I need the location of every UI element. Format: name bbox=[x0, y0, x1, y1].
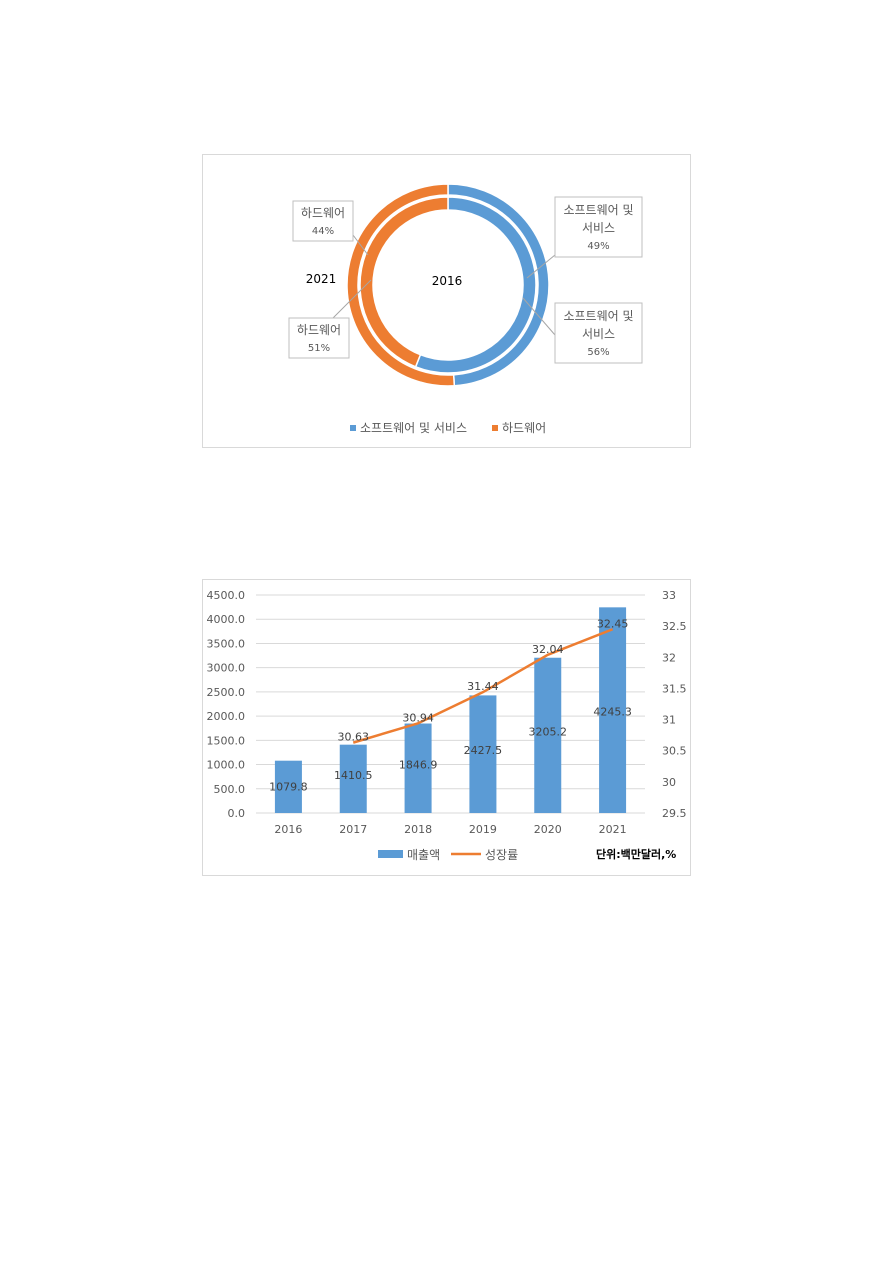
y-right-tick-2: 30.5 bbox=[662, 745, 687, 758]
y-right-tick-1: 30 bbox=[662, 776, 676, 789]
bar-3 bbox=[469, 695, 497, 813]
ring-2016-slice-1 bbox=[359, 196, 449, 368]
callout-0-box bbox=[554, 196, 643, 258]
bar-0 bbox=[274, 760, 302, 813]
callout-0-pct: 49% bbox=[587, 241, 609, 252]
callout-1-line2: 서비스 bbox=[582, 327, 615, 341]
callout-3-pct: 51% bbox=[308, 343, 330, 354]
y-left-tick-7: 3500.0 bbox=[207, 637, 246, 650]
callout-3-leader bbox=[332, 279, 372, 319]
sales-growth-chart-panel: 0.0 500.0 1000.0 1500.0 2000.0 2500.0 3000.0 35… bbox=[202, 579, 691, 876]
y-left-tick-6: 3000.0 bbox=[207, 662, 246, 675]
callout-0-leader bbox=[526, 254, 556, 279]
x-tick-4: 2020 bbox=[534, 823, 562, 836]
bar-4 bbox=[534, 657, 562, 813]
y-right-tick-7: 33 bbox=[662, 589, 676, 602]
callout-0-line2: 서비스 bbox=[582, 221, 615, 235]
legend-line-label: 성장률 bbox=[485, 848, 518, 862]
callout-1-line1: 소프트웨어 및 bbox=[563, 309, 633, 323]
line-label-2: 30.94 bbox=[402, 711, 434, 724]
y-right-tick-4: 31.5 bbox=[662, 682, 687, 695]
outer-ring-label: 2021 bbox=[306, 272, 337, 286]
growth-line bbox=[352, 628, 614, 744]
donut-legend-swatch-0 bbox=[350, 425, 356, 431]
donut-legend: 소프트웨어 및 서비스 하드웨어 bbox=[350, 421, 546, 435]
y-left-tick-5: 2500.0 bbox=[207, 686, 246, 699]
bar-label-3: 2427.5 bbox=[464, 744, 503, 757]
y-left-tick-4: 2000.0 bbox=[207, 710, 246, 723]
bar-2 bbox=[404, 723, 432, 813]
y-right-tick-6: 32.5 bbox=[662, 620, 687, 633]
combo-legend: 매출액 성장률 bbox=[378, 848, 518, 862]
inner-ring-label: 2016 bbox=[432, 274, 463, 288]
sales-growth-chart: 0.0 500.0 1000.0 1500.0 2000.0 2500.0 3000.0 35… bbox=[207, 589, 687, 862]
legend-bar-swatch bbox=[378, 850, 403, 858]
y-right-tick-5: 32 bbox=[662, 651, 676, 664]
unit-note: 단위:백만달러,% bbox=[596, 847, 676, 861]
callout-2-box bbox=[292, 200, 354, 242]
bar-label-4: 3205.2 bbox=[529, 725, 568, 738]
x-tick-1: 2017 bbox=[339, 823, 367, 836]
x-tick-5: 2021 bbox=[599, 823, 627, 836]
y-left-tick-9: 4500.0 bbox=[207, 589, 246, 602]
callout-3-box bbox=[288, 317, 350, 359]
y-left-tick-3: 1500.0 bbox=[207, 734, 246, 747]
bar-label-0: 1079.8 bbox=[269, 781, 308, 794]
callout-1-leader bbox=[522, 297, 556, 336]
x-tick-3: 2019 bbox=[469, 823, 497, 836]
callout-2-pct: 44% bbox=[312, 226, 334, 237]
y-left-tick-0: 0.0 bbox=[228, 807, 246, 820]
ring-2021-slice-1 bbox=[346, 183, 456, 387]
y-left-tick-8: 4000.0 bbox=[207, 613, 246, 626]
donut-legend-swatch-1 bbox=[492, 425, 498, 431]
y-right-tick-3: 31 bbox=[662, 714, 676, 727]
bar-label-5: 4245.3 bbox=[593, 705, 632, 718]
bar-label-2: 1846.9 bbox=[399, 758, 438, 771]
line-label-3: 31.44 bbox=[467, 680, 499, 693]
donut-legend-label-1: 하드웨어 bbox=[502, 421, 546, 435]
callout-0-line1: 소프트웨어 및 bbox=[563, 203, 633, 217]
callout-3: 하드웨어 51% bbox=[288, 279, 372, 359]
bar-5 bbox=[599, 607, 627, 813]
y-left-tick-1: 500.0 bbox=[214, 783, 246, 796]
bar-1 bbox=[339, 744, 367, 813]
x-tick-2: 2018 bbox=[404, 823, 432, 836]
callout-2-leader bbox=[352, 234, 369, 256]
donut-chart-panel: 2016 2021 소프트웨어 및 서비스 49% 소프트웨어 및 서비스 56% 하드웨어 44… bbox=[202, 154, 691, 448]
donut-legend-label-0: 소프트웨어 및 서비스 bbox=[360, 421, 467, 435]
y-right-tick-0: 29.5 bbox=[662, 807, 687, 820]
line-label-5: 32.45 bbox=[597, 617, 629, 630]
callout-2-line1: 하드웨어 bbox=[301, 206, 345, 220]
line-label-4: 32.04 bbox=[532, 643, 564, 656]
callout-2: 하드웨어 44% bbox=[292, 200, 369, 256]
bar-label-1: 1410.5 bbox=[334, 769, 373, 782]
y-left-tick-2: 1000.0 bbox=[207, 759, 246, 772]
legend-bar-label: 매출액 bbox=[407, 848, 440, 862]
x-tick-0: 2016 bbox=[274, 823, 302, 836]
callout-3-line1: 하드웨어 bbox=[297, 323, 341, 337]
line-label-1: 30.63 bbox=[338, 731, 370, 744]
callout-1-pct: 56% bbox=[587, 347, 609, 358]
callout-1-box bbox=[554, 302, 643, 364]
